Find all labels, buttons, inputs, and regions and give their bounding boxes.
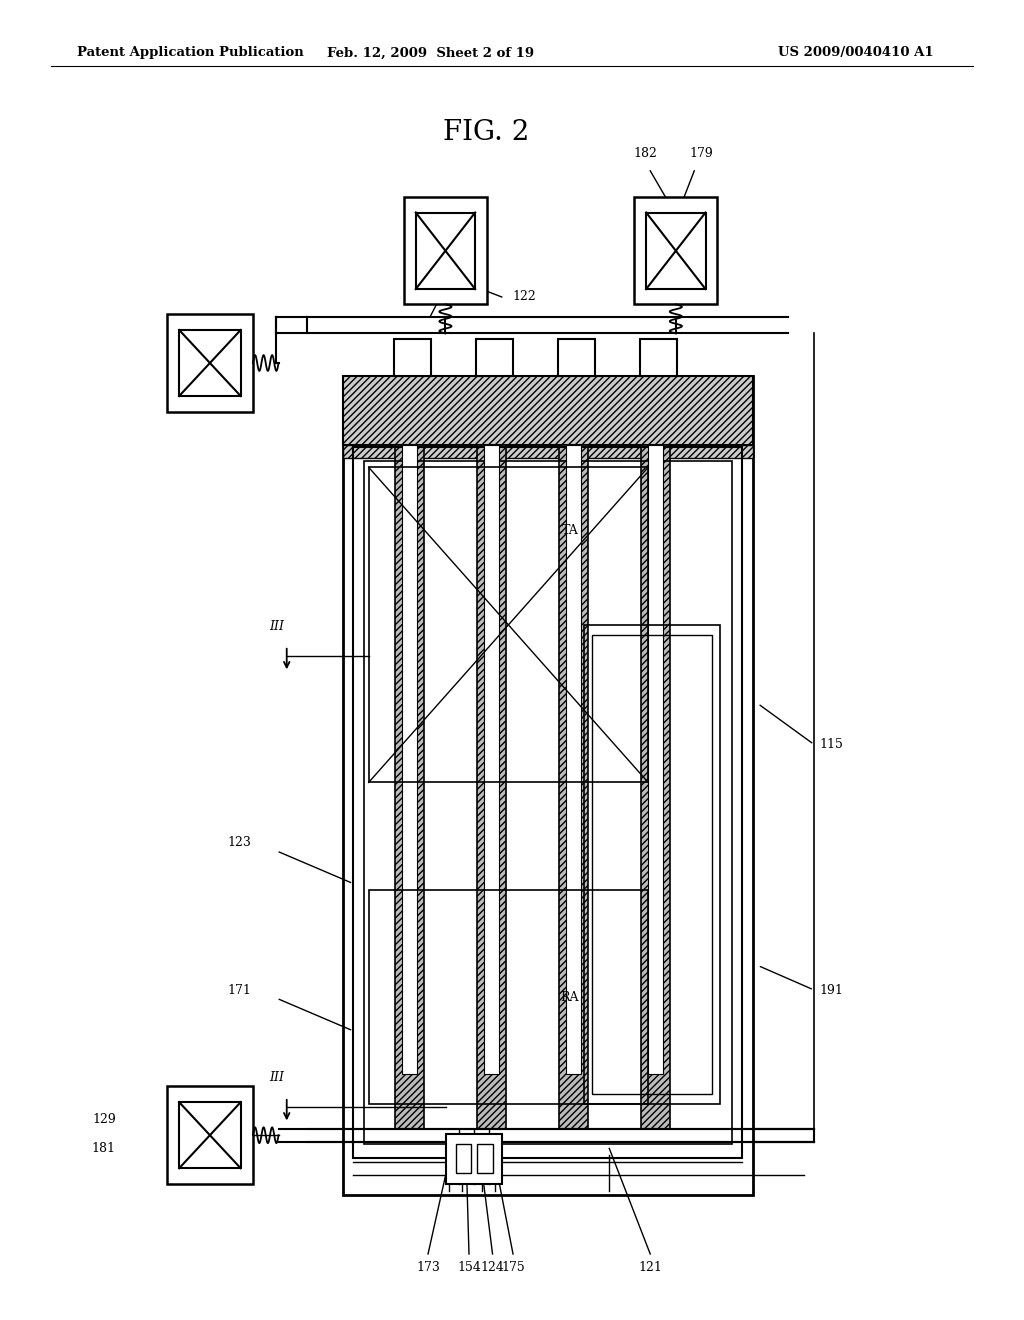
Text: 115: 115 xyxy=(819,738,843,751)
Bar xyxy=(403,197,487,305)
Text: 123: 123 xyxy=(227,836,251,849)
Text: III: III xyxy=(269,1071,284,1084)
Text: US 2009/0040410 A1: US 2009/0040410 A1 xyxy=(778,46,934,59)
Bar xyxy=(364,461,732,1144)
Bar xyxy=(167,1086,253,1184)
Bar xyxy=(477,1144,493,1173)
Bar xyxy=(484,445,499,1074)
Text: FIG. 2: FIG. 2 xyxy=(443,119,529,145)
Bar xyxy=(566,445,581,1074)
Bar xyxy=(369,890,648,1105)
Bar xyxy=(446,1134,502,1184)
Text: 129: 129 xyxy=(92,1113,116,1126)
Text: 175: 175 xyxy=(501,1261,525,1274)
Bar xyxy=(179,330,241,396)
Bar xyxy=(559,445,588,1129)
Text: 191: 191 xyxy=(819,983,843,997)
Text: 181: 181 xyxy=(92,1142,116,1155)
Bar xyxy=(343,376,753,1195)
Bar xyxy=(343,445,753,458)
Text: 179: 179 xyxy=(689,148,714,160)
Bar xyxy=(402,445,417,1074)
Text: RA: RA xyxy=(561,990,580,1003)
Bar xyxy=(167,314,253,412)
Bar xyxy=(343,376,753,445)
Text: 182: 182 xyxy=(633,148,657,160)
Bar xyxy=(416,213,475,289)
Text: 124: 124 xyxy=(480,1261,505,1274)
Bar xyxy=(640,339,677,376)
Bar xyxy=(353,447,742,1158)
Bar xyxy=(369,467,648,783)
Text: III: III xyxy=(269,619,284,632)
Text: 171: 171 xyxy=(227,983,251,997)
Bar xyxy=(592,635,712,1094)
Text: Feb. 12, 2009  Sheet 2 of 19: Feb. 12, 2009 Sheet 2 of 19 xyxy=(327,46,534,59)
Bar xyxy=(646,213,706,289)
Bar xyxy=(584,624,720,1105)
Bar xyxy=(648,445,663,1074)
Bar xyxy=(641,445,670,1129)
Text: 173: 173 xyxy=(416,1261,440,1274)
Bar xyxy=(476,339,513,376)
Text: TA: TA xyxy=(561,524,579,537)
Bar xyxy=(558,339,595,376)
Bar xyxy=(477,445,506,1129)
Bar xyxy=(395,445,424,1129)
Text: Patent Application Publication: Patent Application Publication xyxy=(77,46,303,59)
Bar xyxy=(634,197,718,305)
Bar xyxy=(456,1144,471,1173)
Text: 122: 122 xyxy=(512,290,536,304)
Text: 154: 154 xyxy=(457,1261,481,1274)
Bar xyxy=(394,339,431,376)
Bar xyxy=(179,1102,241,1168)
Text: 121: 121 xyxy=(638,1261,663,1274)
